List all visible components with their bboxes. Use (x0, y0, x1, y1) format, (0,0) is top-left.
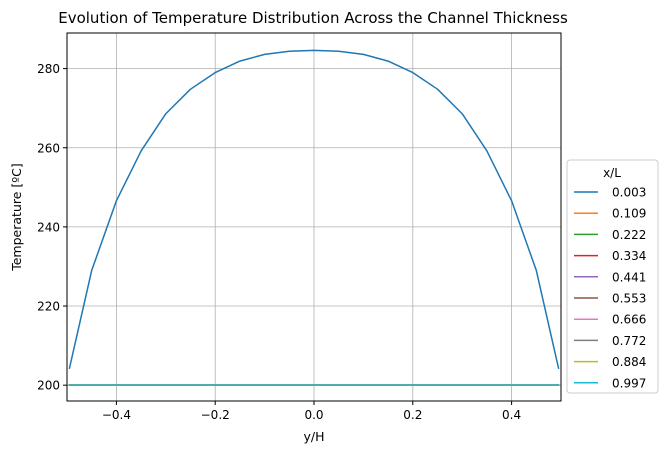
y-tick-label: 200 (37, 379, 60, 393)
legend-items: 0.003 0.109 0.222 0.334 0.441 0.553 0.666 0.772… (574, 186, 646, 390)
x-ticks: −0.4 −0.2 0.0 0.2 0.4 (102, 401, 521, 422)
y-tick-label: 260 (37, 141, 60, 155)
x-axis-label: y/H (303, 429, 324, 444)
y-axis-label: Temperature [ºC] (9, 163, 24, 272)
x-tick-label: 0.4 (502, 408, 521, 422)
x-tick-label: 0.0 (304, 408, 323, 422)
legend-entry: 0.772 (612, 334, 646, 348)
legend-entry: 0.109 (612, 207, 646, 221)
x-tick-label: −0.4 (102, 408, 131, 422)
plot-lines (68, 49, 560, 386)
legend-entry: 0.884 (612, 355, 646, 369)
series-line-0.003 (68, 49, 560, 370)
legend-box (566, 159, 659, 394)
legend-entry: 0.553 (612, 292, 646, 306)
legend-entry: 0.334 (612, 249, 646, 263)
chart-title: Evolution of Temperature Distribution Ac… (58, 9, 568, 27)
legend-entry: 0.997 (612, 376, 646, 390)
legend-entry: 0.003 (612, 186, 646, 200)
legend-entry: 0.441 (612, 270, 646, 284)
legend: x/L 0.0030.1090.2220.3340.4410.5530.6660… (566, 159, 659, 394)
legend-entry: 0.222 (612, 228, 646, 242)
legend-title: x/L (603, 166, 621, 180)
y-tick-label: 240 (37, 220, 60, 234)
x-tick-label: −0.2 (201, 408, 230, 422)
y-ticks: 200 220 240 260 280 (37, 62, 67, 393)
y-tick-label: 220 (37, 300, 60, 314)
grid (67, 33, 561, 401)
legend-entry: 0.666 (612, 313, 646, 327)
x-tick-label: 0.2 (403, 408, 422, 422)
y-tick-label: 280 (37, 62, 60, 76)
